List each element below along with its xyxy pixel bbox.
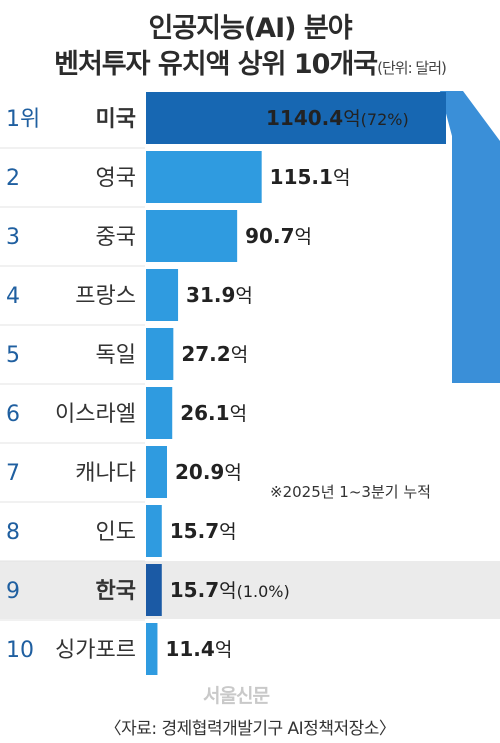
rank-label: 2	[6, 166, 20, 191]
value-number: 26.1	[180, 401, 229, 425]
rank-label: 7	[6, 461, 20, 486]
value-label: 15.7억	[170, 519, 237, 543]
value-percent: (72%)	[361, 110, 409, 129]
value-unit: 억	[219, 580, 236, 602]
country-label: 미국	[96, 107, 136, 132]
value-number: 20.9	[175, 460, 224, 484]
rank-label: 4	[6, 284, 20, 309]
rank-label: 10	[6, 638, 34, 663]
value-label: 27.2억	[181, 342, 248, 366]
value-percent: (1.0%)	[237, 582, 290, 601]
value-unit: 억	[333, 167, 350, 189]
value-unit: 억	[230, 403, 247, 425]
value-unit: 억	[295, 226, 312, 248]
unit-label: (단위: 달러)	[377, 59, 447, 77]
bar-7	[146, 446, 168, 498]
bar-9	[146, 564, 162, 616]
country-label: 한국	[96, 579, 136, 604]
value-number: 31.9	[186, 283, 235, 307]
value-label: 1140.4억(72%)	[266, 106, 409, 130]
value-number: 27.2	[181, 342, 230, 366]
period-note: ※2025년 1~3분기 누적	[270, 483, 431, 501]
value-unit: 억	[235, 285, 252, 307]
value-label: 11.4억	[165, 637, 232, 661]
country-label: 중국	[96, 225, 136, 250]
country-label: 이스라엘	[55, 402, 136, 427]
value-label: 20.9억	[175, 460, 242, 484]
bracket-shape	[440, 91, 500, 383]
source-note: 〈자료: 경제협력개발기구 AI정책저장소〉	[104, 719, 396, 739]
value-number: 1140.4	[266, 106, 343, 130]
value-unit: 억	[224, 462, 241, 484]
country-label: 싱가포르	[55, 638, 136, 663]
rank-label: 5	[6, 343, 20, 368]
chart-title-line1: 인공지능(AI) 분야	[148, 13, 352, 44]
rank-label: 8	[6, 520, 20, 545]
bar-10	[146, 623, 158, 675]
chart-title-main: 벤처투자 유치액 상위 10개국	[54, 49, 378, 80]
value-unit: 억	[343, 108, 360, 130]
country-label: 프랑스	[75, 284, 136, 309]
bar-1	[146, 92, 446, 144]
country-label: 독일	[96, 343, 136, 368]
value-unit: 억	[215, 639, 232, 661]
country-label: 캐나다	[75, 461, 136, 486]
rank-label: 3	[6, 225, 20, 250]
bar-4	[146, 269, 179, 321]
rank-label: 1위	[6, 107, 40, 132]
bar-8	[146, 505, 162, 557]
value-number: 115.1	[270, 165, 333, 189]
value-unit: 억	[231, 344, 248, 366]
chart-title-line2: 벤처투자 유치액 상위 10개국(단위: 달러)	[0, 42, 500, 81]
value-label: 26.1억	[180, 401, 247, 425]
bar-6	[146, 387, 173, 439]
value-number: 15.7	[170, 578, 219, 602]
publisher-logo: 서울신문	[203, 685, 270, 707]
rank-label: 6	[6, 402, 20, 427]
value-number: 15.7	[170, 519, 219, 543]
bar-3	[146, 210, 238, 262]
country-label: 인도	[96, 520, 136, 545]
value-label: 90.7억	[245, 224, 312, 248]
bar-2	[146, 151, 262, 203]
value-label: 31.9억	[186, 283, 253, 307]
value-label: 15.7억(1.0%)	[170, 578, 290, 602]
value-label: 115.1억	[270, 165, 351, 189]
value-unit: 억	[219, 521, 236, 543]
value-number: 90.7	[245, 224, 294, 248]
rank-label: 9	[6, 579, 20, 604]
highlight-row	[0, 561, 500, 619]
bar-5	[146, 328, 174, 380]
value-number: 11.4	[165, 637, 214, 661]
country-label: 영국	[96, 166, 136, 191]
